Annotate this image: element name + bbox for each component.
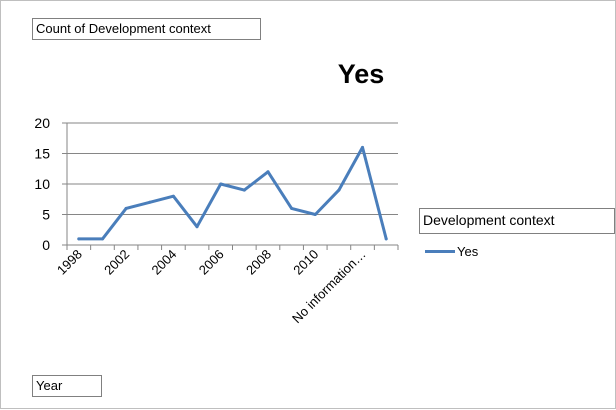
x-tick-label: 2006 — [196, 247, 227, 278]
y-tick-label: 5 — [42, 207, 50, 223]
x-tick-label: 2004 — [148, 247, 179, 278]
x-tick-label: 1998 — [54, 247, 85, 278]
y-tick-label: 15 — [34, 146, 50, 162]
data-point — [171, 194, 175, 198]
y-tick-label: 0 — [42, 237, 50, 253]
data-point — [290, 206, 294, 210]
x-tick-label: 2002 — [101, 247, 132, 278]
data-point — [148, 200, 152, 204]
legend-entry: Yes — [425, 241, 478, 261]
value-field-button[interactable]: Count of Development context — [32, 18, 261, 40]
data-point — [266, 170, 270, 174]
data-point — [195, 225, 199, 229]
y-tick-label: 10 — [34, 176, 50, 192]
series-line — [77, 145, 388, 241]
y-tick-label: 20 — [34, 115, 50, 131]
legend-entry-label: Yes — [457, 243, 479, 259]
data-point — [100, 237, 104, 241]
data-point — [313, 213, 317, 216]
data-point — [337, 188, 341, 192]
data-point — [77, 237, 81, 241]
chart-title: Yes — [337, 59, 385, 89]
x-tick-label: 2008 — [243, 247, 274, 278]
data-point — [384, 237, 388, 241]
x-tick-label: 2010 — [290, 247, 321, 278]
data-point — [361, 145, 365, 149]
legend-line-marker — [425, 249, 455, 253]
data-point — [219, 182, 223, 186]
axis-field-button[interactable]: Year — [32, 375, 102, 397]
data-point — [124, 206, 128, 210]
data-point — [242, 188, 246, 192]
legend-field-button[interactable]: Development context — [419, 208, 615, 234]
